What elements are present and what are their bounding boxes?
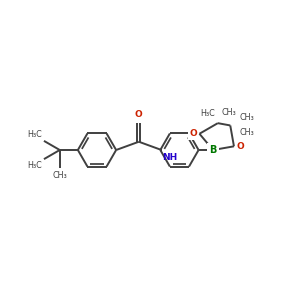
Text: CH₃: CH₃ bbox=[52, 171, 67, 180]
Text: O: O bbox=[135, 110, 143, 119]
Text: CH₃: CH₃ bbox=[239, 128, 254, 137]
Text: CH₃: CH₃ bbox=[239, 113, 254, 122]
Text: O: O bbox=[189, 129, 197, 138]
Text: H₃C: H₃C bbox=[28, 130, 43, 139]
Text: B: B bbox=[209, 145, 217, 155]
Text: H₃C: H₃C bbox=[201, 109, 215, 118]
Text: CH₃: CH₃ bbox=[221, 108, 236, 117]
Text: NH: NH bbox=[162, 153, 177, 162]
Text: O: O bbox=[236, 142, 244, 151]
Text: H₃C: H₃C bbox=[28, 161, 43, 170]
